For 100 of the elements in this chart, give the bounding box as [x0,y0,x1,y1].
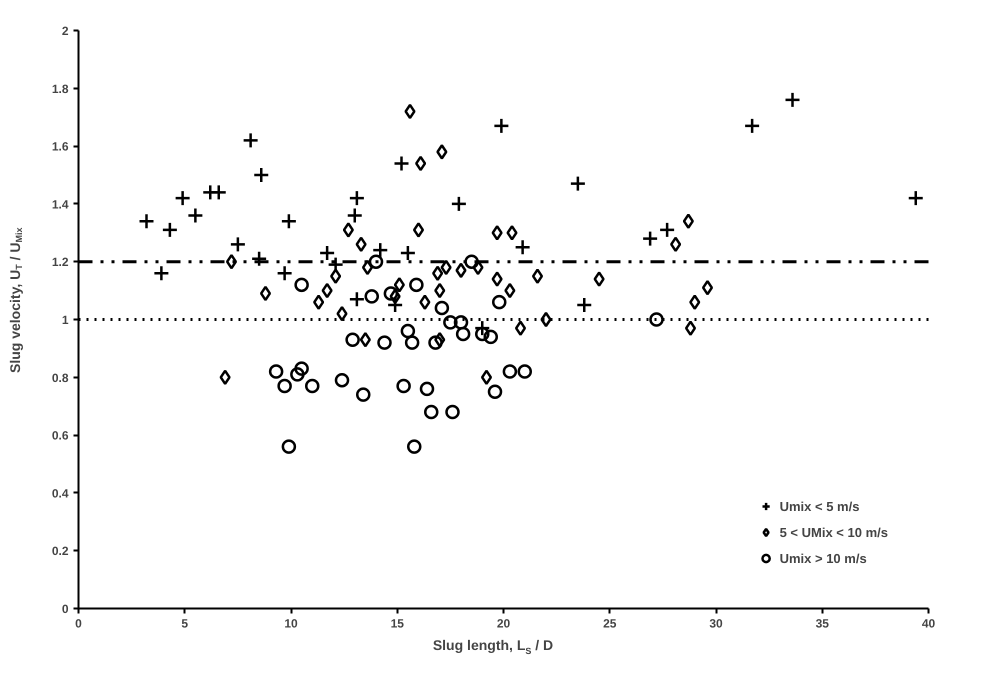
legend-label: Umix < 5 m/s [780,498,860,514]
point [334,372,350,388]
y-tick-label: 1 [62,313,69,327]
x-tick-label: 0 [75,616,82,630]
point [348,291,366,308]
point [174,190,191,206]
point [424,404,438,420]
x-axis-title: Slug length, L$_{S}$ / D [432,636,554,658]
point [404,335,420,350]
y-tick-label: 0.8 [52,370,69,385]
point [784,92,801,108]
point [348,190,366,206]
point [484,330,498,344]
point [268,364,284,379]
point [294,278,309,292]
point [242,132,259,149]
point [409,278,424,292]
point [364,289,379,304]
x-tick-label: 30 [709,616,723,630]
y-tick-label: 0 [62,602,69,616]
point [443,315,458,330]
point [540,312,552,328]
point [356,236,367,252]
point [294,361,309,376]
point [908,190,924,206]
y-tick-label: 1.4 [52,197,69,212]
point [504,282,516,298]
point [649,312,664,327]
point [187,207,204,224]
point [407,439,422,454]
point [368,254,384,269]
point [404,104,416,120]
point [230,236,246,253]
point [670,236,682,252]
point [276,265,293,282]
y-tick-label: 0.4 [52,486,69,500]
point [506,225,518,241]
point [455,262,467,278]
point [492,294,506,310]
y-tick-label: 2 [62,24,69,38]
point [153,265,170,282]
y-tick-label: 0.6 [52,428,69,443]
point [362,260,374,276]
point [356,387,370,402]
x-tick-label: 35 [816,616,830,630]
point [440,260,452,276]
point [456,326,470,342]
point [445,404,460,420]
point [400,324,416,338]
point [384,286,398,301]
point [464,254,479,269]
point [318,244,336,262]
point [474,320,490,336]
point [454,315,468,330]
point [684,320,696,336]
point [682,213,694,229]
point [532,268,544,284]
point [360,332,371,348]
x-tick-label: 40 [922,616,936,630]
point [390,288,401,304]
point [488,384,502,399]
point [434,300,450,316]
point [514,320,526,336]
point [428,335,443,350]
x-tick-label: 15 [390,616,404,630]
y-tick-label: 1.8 [52,82,69,96]
point [518,364,532,379]
point [502,364,518,379]
point [394,277,405,293]
point [570,175,586,192]
point [162,222,178,238]
point [492,225,503,241]
point [475,326,490,342]
x-tick-label: 20 [496,616,510,630]
x-tick-label: 10 [284,616,298,630]
y-tick-label: 0.2 [52,544,69,558]
point [138,212,155,230]
point [372,242,388,258]
point [480,370,492,386]
point [377,335,392,350]
point [282,439,296,454]
point [253,166,270,184]
point [432,266,444,282]
point [493,118,510,134]
point [277,378,292,394]
point [450,196,468,212]
point [336,306,348,322]
point [492,271,503,287]
point [330,268,342,284]
point [342,222,354,238]
point [689,294,700,310]
point [400,244,416,262]
y-tick-label: 1.6 [52,140,69,154]
point [658,222,676,238]
point [220,370,231,386]
point [386,296,404,314]
point [280,212,298,230]
point [744,118,760,134]
point [412,222,424,238]
point [250,250,268,268]
